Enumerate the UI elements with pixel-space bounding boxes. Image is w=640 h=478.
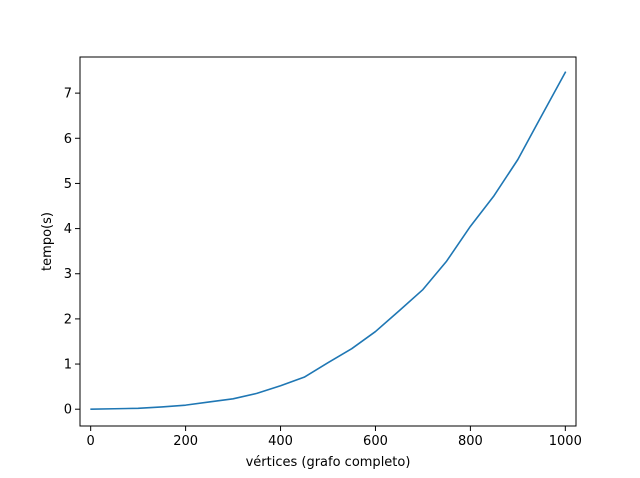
x-tick-label: 400 (268, 434, 293, 449)
x-tick-label: 600 (363, 434, 388, 449)
plot-frame (79, 56, 577, 427)
series-layer (90, 71, 567, 411)
y-tick-label: 5 (64, 177, 72, 192)
x-axis: 0 200 400 600 800 1000 (87, 426, 582, 449)
series-line (90, 71, 567, 411)
y-tick-label: 0 (64, 403, 72, 418)
x-tick-label: 200 (173, 434, 198, 449)
x-tick-label: 0 (87, 434, 95, 449)
x-tick-label: 800 (458, 434, 483, 449)
y-tick-label: 2 (64, 312, 72, 327)
x-tick-label: 1000 (549, 434, 582, 449)
plot-area (80, 57, 576, 426)
y-tick-label: 7 (64, 87, 72, 102)
y-tick-label: 1 (64, 358, 72, 373)
y-tick-label: 3 (64, 267, 72, 282)
y-tick-label: 4 (64, 222, 72, 237)
y-tick-label: 6 (64, 132, 72, 147)
x-axis-label: vértices (grafo completo) (246, 455, 411, 470)
y-axis: 0 1 2 3 4 5 6 7 (64, 87, 80, 418)
y-axis-label: tempo(s) (40, 212, 55, 271)
